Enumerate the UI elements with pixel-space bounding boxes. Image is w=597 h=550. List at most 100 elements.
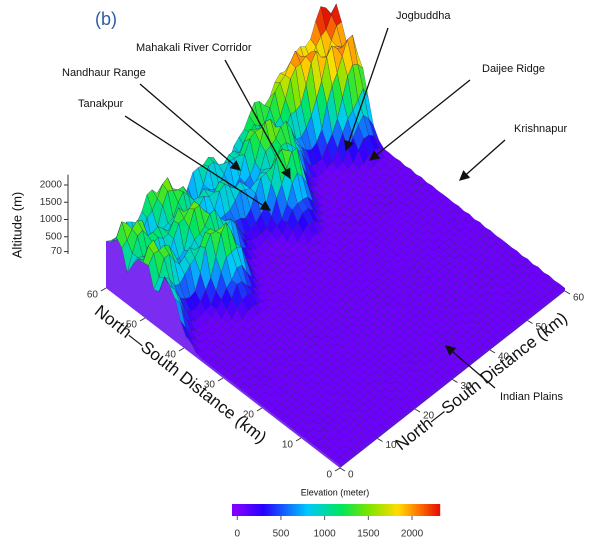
colorbar-cell xyxy=(258,504,260,516)
x-tick-label: 40 xyxy=(165,350,177,361)
colorbar-cell xyxy=(396,504,398,516)
colorbar-cell xyxy=(424,504,426,516)
colorbar-cell xyxy=(260,504,262,516)
colorbar-cell xyxy=(390,504,392,516)
colorbar-cell xyxy=(268,504,270,516)
colorbar-tick-label: 500 xyxy=(273,529,290,540)
colorbar-cell xyxy=(274,504,276,516)
figure: (b) Jogbuddha Mahakali River Corridor Da… xyxy=(0,0,597,550)
y-tick xyxy=(528,321,533,324)
arrow xyxy=(460,140,505,180)
x-tick-label: 60 xyxy=(87,290,99,301)
colorbar-cell xyxy=(282,504,284,516)
colorbar-cell xyxy=(354,504,356,516)
colorbar-tick-label: 1500 xyxy=(357,529,380,540)
colorbar-cell xyxy=(386,504,388,516)
colorbar-cell xyxy=(400,504,402,516)
colorbar-cell xyxy=(436,504,438,516)
annotation: Daijee Ridge xyxy=(482,63,545,75)
colorbar-cell xyxy=(252,504,254,516)
y-tick-label: 50 xyxy=(536,322,548,333)
colorbar-cell xyxy=(348,504,350,516)
x-tick xyxy=(218,378,223,381)
colorbar-cell xyxy=(344,504,346,516)
colorbar-cell xyxy=(342,504,344,516)
colorbar-cell xyxy=(410,504,412,516)
colorbar-cell xyxy=(284,504,286,516)
arrow xyxy=(370,80,470,160)
annotation: Nandhaur Range xyxy=(62,67,146,79)
colorbar-cell xyxy=(408,504,410,516)
colorbar-cell xyxy=(250,504,252,516)
colorbar-cell xyxy=(248,504,250,516)
colorbar-cell xyxy=(318,504,320,516)
y-tick-label: 0 xyxy=(348,470,354,481)
colorbar-cell xyxy=(292,504,294,516)
y-tick xyxy=(453,380,458,383)
panel-label: (b) xyxy=(95,9,117,29)
colorbar-cell xyxy=(290,504,292,516)
x-tick xyxy=(179,348,184,351)
z-tick-label: 70 xyxy=(51,246,63,257)
x-tick-label: 0 xyxy=(326,470,332,481)
z-axis-label: Altitude (m) xyxy=(9,192,24,258)
colorbar-cell xyxy=(262,504,264,516)
colorbar-cell xyxy=(384,504,386,516)
annotation: Indian Plains xyxy=(500,391,563,403)
colorbar-cell xyxy=(382,504,384,516)
colorbar-cell xyxy=(236,504,238,516)
colorbar-cell xyxy=(338,504,340,516)
colorbar-cell xyxy=(276,504,278,516)
colorbar-cell xyxy=(298,504,300,516)
colorbar-cell xyxy=(418,504,420,516)
colorbar-cell xyxy=(316,504,318,516)
colorbar-cell xyxy=(356,504,358,516)
colorbar-cell xyxy=(334,504,336,516)
colorbar-cell xyxy=(340,504,342,516)
colorbar-cell xyxy=(242,504,244,516)
colorbar-cell xyxy=(428,504,430,516)
colorbar-cell xyxy=(302,504,304,516)
colorbar-cell xyxy=(362,504,364,516)
z-tick-label: 500 xyxy=(45,231,62,242)
colorbar-cell xyxy=(310,504,312,516)
x-tick xyxy=(101,288,106,291)
x-tick xyxy=(296,438,301,441)
y-tick xyxy=(340,468,345,471)
colorbar-cell xyxy=(320,504,322,516)
z-tick-label: 1000 xyxy=(40,214,63,225)
x-tick xyxy=(140,318,145,321)
colorbar-tick-label: 2000 xyxy=(401,529,424,540)
colorbar-cell xyxy=(280,504,282,516)
colorbar-cell xyxy=(256,504,258,516)
colorbar-cell xyxy=(286,504,288,516)
colorbar-cell xyxy=(416,504,418,516)
colorbar-cell xyxy=(278,504,280,516)
colorbar-cell xyxy=(330,504,332,516)
x-tick-label: 10 xyxy=(282,440,294,451)
colorbar-cell xyxy=(434,504,436,516)
colorbar-cell xyxy=(358,504,360,516)
colorbar-cell xyxy=(332,504,334,516)
colorbar-cell xyxy=(254,504,256,516)
colorbar-cell xyxy=(264,504,266,516)
y-tick-label: 20 xyxy=(423,411,435,422)
colorbar-cell xyxy=(266,504,268,516)
colorbar-tick-label: 0 xyxy=(234,529,240,540)
arrow xyxy=(140,84,240,170)
colorbar-cell xyxy=(388,504,390,516)
y-tick-label: 30 xyxy=(461,381,473,392)
colorbar-cell xyxy=(364,504,366,516)
colorbar-cell xyxy=(426,504,428,516)
colorbar-cell xyxy=(294,504,296,516)
y-tick xyxy=(490,350,495,353)
y-tick-label: 60 xyxy=(573,293,585,304)
colorbar-cell xyxy=(326,504,328,516)
colorbar-cell xyxy=(232,504,234,516)
colorbar-cell xyxy=(304,504,306,516)
y-tick xyxy=(378,439,383,442)
colorbar-cell xyxy=(414,504,416,516)
colorbar-cell xyxy=(352,504,354,516)
colorbar-tick-label: 1000 xyxy=(314,529,337,540)
annotation: Mahakali River Corridor xyxy=(136,42,252,54)
